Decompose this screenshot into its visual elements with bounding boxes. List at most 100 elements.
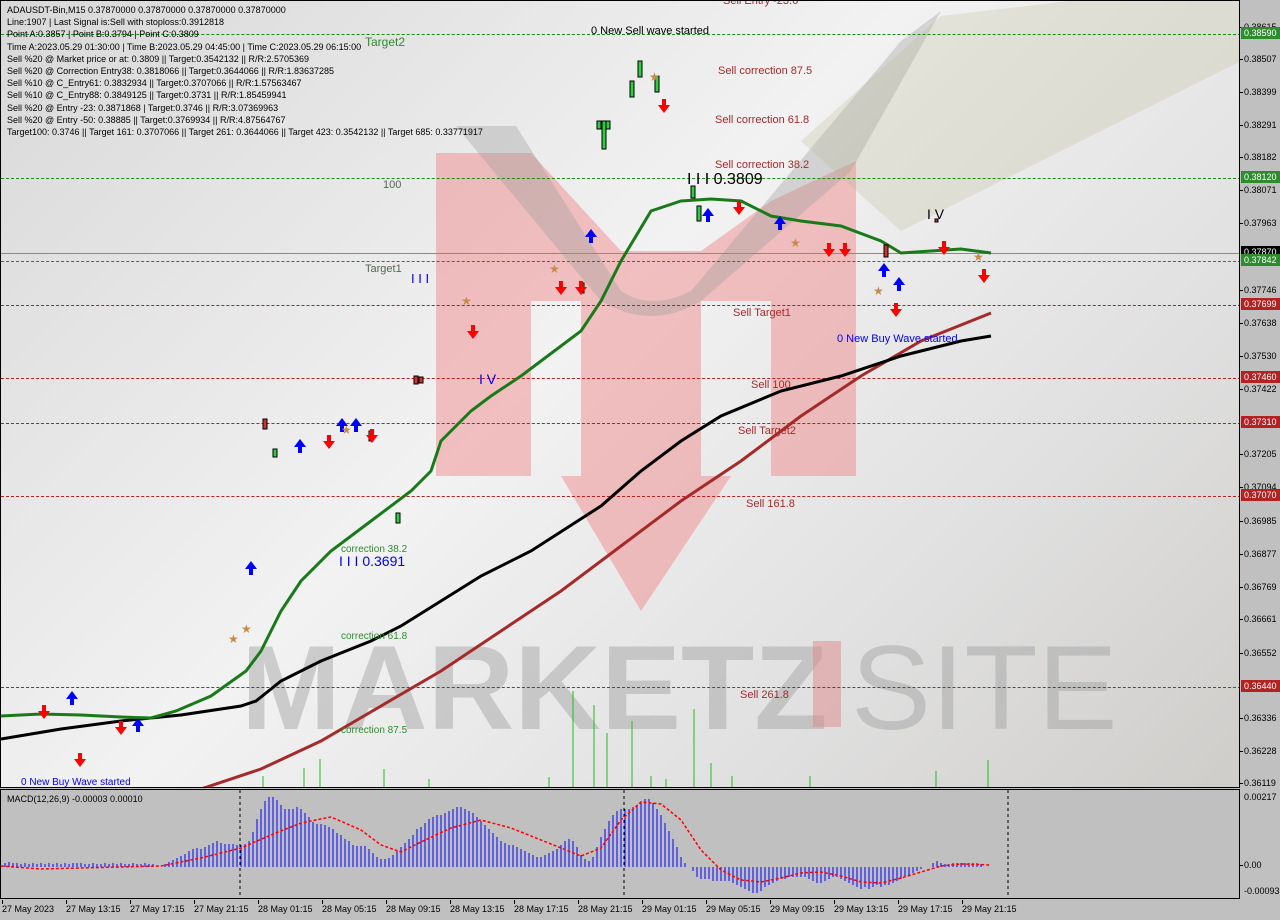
svg-text:★: ★ xyxy=(790,236,801,250)
time-label: 28 May 01:15 xyxy=(258,904,313,914)
buy-arrows xyxy=(66,208,905,732)
macd-title: MACD(12,26,9) -0.00003 0.00010 xyxy=(7,794,143,804)
info-line: Sell %20 @ Entry -23: 0.3871868 | Target… xyxy=(7,102,279,113)
watermark-text: MARKETZ xyxy=(241,621,828,755)
sell-arrows xyxy=(38,99,990,767)
info-line: Point A:0.3857 | Point B:0.3794 | Point … xyxy=(7,29,199,40)
label-new-sell-wave: 0 New Sell wave started xyxy=(591,25,709,37)
time-label: 28 May 13:15 xyxy=(450,904,505,914)
price-tick: 0.36661 xyxy=(1240,614,1277,624)
level-sell-target1 xyxy=(1,305,1239,306)
level-sell-2618 xyxy=(1,687,1239,688)
label-sell-target1: Sell Target1 xyxy=(733,307,791,319)
macd-tick: 0.00 xyxy=(1240,860,1262,870)
label-wave-iv-mid: I V xyxy=(479,371,497,387)
level-sell-target2 xyxy=(1,423,1239,424)
label-sell-target2: Sell Target2 xyxy=(738,425,796,437)
level-box-100: 0.38120 xyxy=(1241,171,1280,183)
price-tick: 0.36877 xyxy=(1240,549,1277,559)
label-wave-iii-0-3691: I I I 0.3691 xyxy=(339,553,406,569)
label-target1: Target1 xyxy=(365,263,402,275)
info-line: Line:1907 | Last Signal is:Sell with sto… xyxy=(7,17,224,28)
info-line: Sell %10 @ C_Entry88: 0.3849125 || Targe… xyxy=(7,90,287,101)
time-label: 27 May 13:15 xyxy=(66,904,121,914)
label-target2: Target2 xyxy=(365,35,406,49)
price-tick: 0.37422 xyxy=(1240,384,1277,394)
level-100 xyxy=(1,178,1239,179)
price-tick: 0.36119 xyxy=(1240,778,1276,788)
svg-text:★: ★ xyxy=(873,284,884,298)
chart-series: ★★★ ★★★ ★★★ xyxy=(1,60,992,787)
symbol-line: ADAUSDT-Bin,M15 0.37870000 0.37870000 0.… xyxy=(7,5,286,15)
price-tick: 0.37205 xyxy=(1240,449,1277,459)
time-label: 29 May 01:15 xyxy=(642,904,697,914)
label-wave-iii-0-3809: I I I 0.3809 xyxy=(687,171,763,188)
current-price-line xyxy=(1,253,1239,254)
label-sell-2618: Sell 261.8 xyxy=(740,689,789,701)
svg-text:★: ★ xyxy=(228,632,239,646)
svg-text:★: ★ xyxy=(649,70,660,84)
price-tick: 0.38399 xyxy=(1240,87,1277,97)
info-line: Sell %20 @ Correction Entry38: 0.3818066… xyxy=(7,66,335,77)
label-100: 100 xyxy=(383,179,402,191)
time-label: 29 May 09:15 xyxy=(770,904,825,914)
level-box-sell-100: 0.37460 xyxy=(1241,371,1280,383)
time-label: 28 May 17:15 xyxy=(514,904,569,914)
svg-text:★: ★ xyxy=(973,250,984,264)
candles xyxy=(272,60,702,524)
price-tick: 0.37094 xyxy=(1240,482,1277,492)
macd-histogram xyxy=(4,797,982,893)
macd-tick: 0.00217 xyxy=(1244,792,1277,802)
price-axis[interactable]: 0.38615 0.38590 0.38507 0.38399 0.38291 … xyxy=(1240,0,1280,900)
price-tick: 0.38071 xyxy=(1240,185,1277,195)
watermark-logo: MARKETZ SITE xyxy=(241,1,1239,755)
label-correction-618: correction 61.8 xyxy=(341,631,408,642)
volume-bars xyxy=(262,691,989,787)
time-label: 29 May 21:15 xyxy=(962,904,1017,914)
price-tick: 0.37746 xyxy=(1240,285,1277,295)
svg-text:★: ★ xyxy=(241,622,252,636)
macd-series xyxy=(1,790,1009,898)
label-new-buy-wave-right: 0 New Buy Wave started xyxy=(837,333,958,345)
label-sell-1618: Sell 161.8 xyxy=(746,498,795,510)
label-correction-382: correction 38.2 xyxy=(341,544,408,555)
info-line: Sell %20 @ Market price or at: 0.3809 ||… xyxy=(7,53,310,64)
svg-text:★: ★ xyxy=(461,294,472,308)
time-label: 27 May 2023 xyxy=(2,904,55,914)
info-line: Sell %20 @ Entry -50: 0.38885 || Target:… xyxy=(7,114,286,125)
time-label: 28 May 09:15 xyxy=(386,904,441,914)
price-tick: 0.36552 xyxy=(1240,648,1277,658)
info-line: Sell %10 @ C_Entry61: 0.3832934 || Targe… xyxy=(7,78,302,89)
svg-text:★: ★ xyxy=(341,423,352,437)
level-sell-100 xyxy=(1,378,1239,379)
macd-signal-line xyxy=(1,801,992,884)
time-label: 27 May 17:15 xyxy=(130,904,185,914)
info-line: Target100: 0.3746 || Target 161: 0.37070… xyxy=(7,127,483,138)
label-correction-875: correction 87.5 xyxy=(341,725,408,736)
time-axis[interactable]: 27 May 2023 27 May 13:15 27 May 17:15 27… xyxy=(0,900,1240,920)
label-new-buy-wave-left: 0 New Buy Wave started xyxy=(21,777,131,788)
price-tick: 0.36336 xyxy=(1240,713,1277,723)
label-sell-correction-382: Sell correction 38.2 xyxy=(715,159,810,171)
level-box-sell-target1: 0.37699 xyxy=(1241,298,1280,310)
time-label: 29 May 13:15 xyxy=(834,904,889,914)
time-label: 28 May 21:15 xyxy=(578,904,633,914)
price-tick: 0.38182 xyxy=(1240,152,1277,162)
label-sell-correction-618: Sell correction 61.8 xyxy=(715,114,810,126)
price-tick: 0.37963 xyxy=(1240,218,1277,228)
level-target2 xyxy=(1,34,1239,35)
price-tick: 0.36769 xyxy=(1240,582,1277,592)
info-line: Time A:2023.05.29 01:30:00 | Time B:2023… xyxy=(7,41,362,52)
level-box-target1: 0.37842 xyxy=(1241,254,1280,266)
level-box-target2: 0.38590 xyxy=(1241,27,1280,39)
level-box-sell-target2: 0.37310 xyxy=(1241,416,1280,428)
time-label: 28 May 05:15 xyxy=(322,904,377,914)
label-sell-correction-875: Sell correction 87.5 xyxy=(718,65,813,77)
level-box-sell-1618: 0.37070 xyxy=(1241,489,1280,501)
price-tick: 0.38507 xyxy=(1240,54,1277,64)
label-wave-iii-left: I I I xyxy=(411,271,430,286)
price-tick: 0.36985 xyxy=(1240,516,1277,526)
price-tick: 0.38291 xyxy=(1240,120,1277,130)
macd-panel[interactable]: MACD(12,26,9) -0.00003 0.00010 xyxy=(0,789,1240,899)
price-chart[interactable]: MARKETZ SITE xyxy=(0,0,1240,788)
